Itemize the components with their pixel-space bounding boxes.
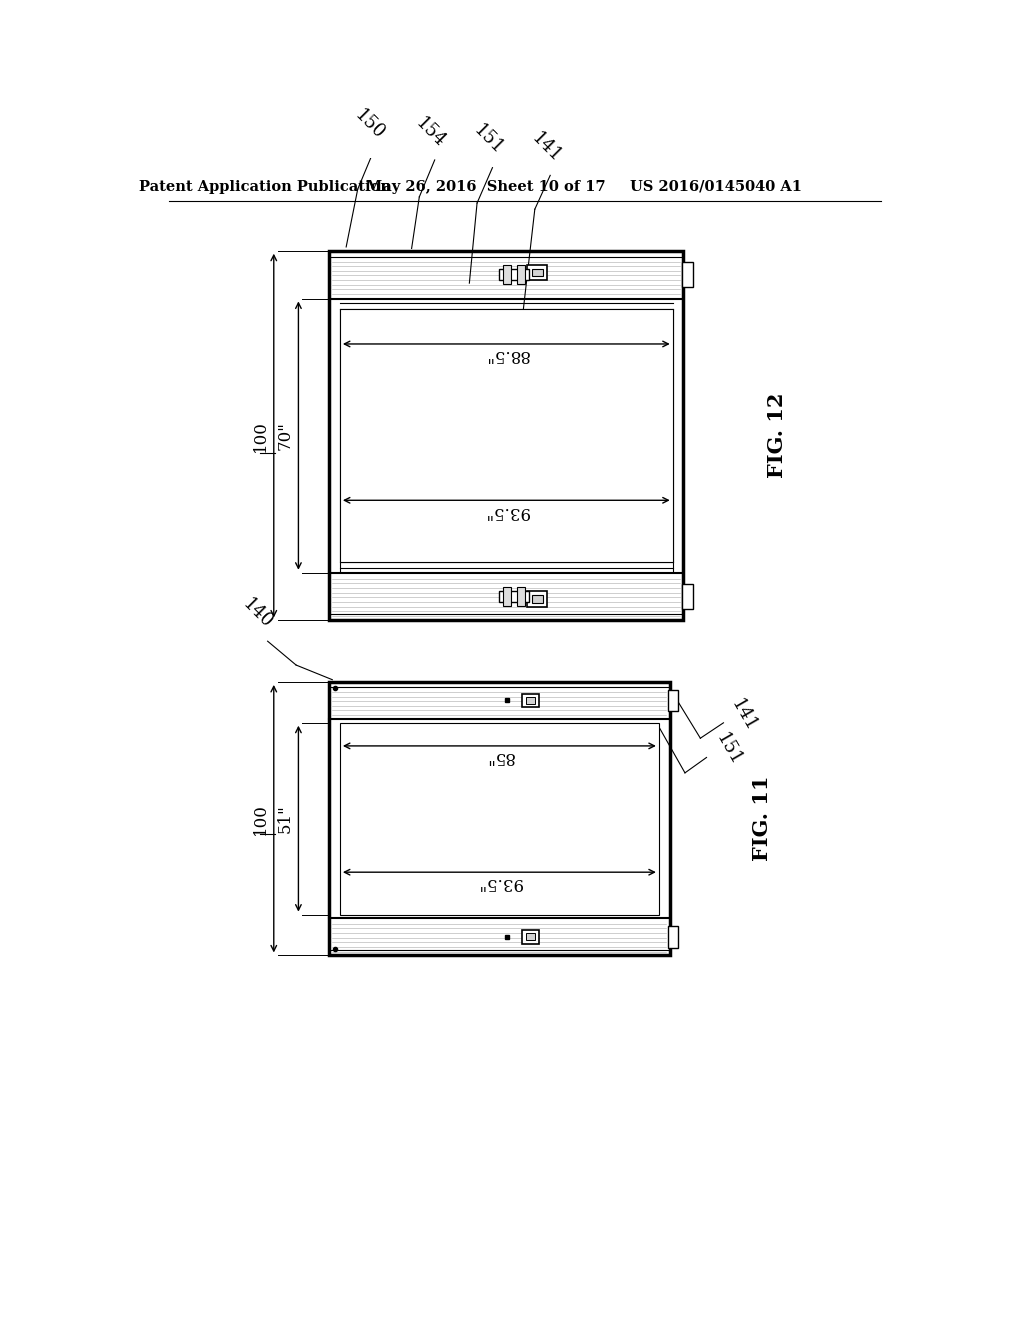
Bar: [521, 693, 539, 708]
Bar: [525, 697, 535, 704]
Text: 150: 150: [351, 106, 388, 143]
FancyBboxPatch shape: [527, 591, 547, 607]
Text: FIG. 11: FIG. 11: [752, 776, 772, 862]
Text: 141: 141: [727, 696, 760, 734]
Text: 151: 151: [712, 730, 744, 770]
Bar: [340, 723, 658, 915]
Bar: [668, 927, 678, 948]
Text: May 26, 2016  Sheet 10 of 17: May 26, 2016 Sheet 10 of 17: [367, 180, 606, 194]
Bar: [521, 929, 539, 944]
Text: 70": 70": [276, 421, 294, 450]
Bar: [525, 933, 535, 940]
Bar: [682, 263, 692, 286]
Text: 88.5": 88.5": [484, 346, 528, 363]
Bar: [682, 585, 692, 609]
Bar: [330, 682, 670, 956]
Bar: [330, 251, 683, 620]
Bar: [517, 587, 525, 606]
Text: 100: 100: [252, 420, 269, 451]
Bar: [499, 269, 529, 280]
Text: 93.5": 93.5": [477, 874, 521, 891]
Bar: [503, 265, 511, 284]
Text: Patent Application Publication: Patent Application Publication: [139, 180, 391, 194]
Bar: [531, 268, 543, 276]
Text: 51": 51": [276, 804, 294, 833]
Bar: [517, 265, 525, 284]
Text: 151: 151: [470, 121, 507, 158]
Text: 100: 100: [252, 803, 269, 834]
Bar: [499, 591, 529, 602]
Text: 85": 85": [485, 748, 514, 766]
Text: FIG. 12: FIG. 12: [767, 393, 787, 478]
Text: 154: 154: [413, 114, 450, 150]
Text: US 2016/0145040 A1: US 2016/0145040 A1: [630, 180, 802, 194]
Bar: [340, 309, 673, 562]
FancyBboxPatch shape: [527, 264, 547, 280]
Text: 140: 140: [239, 595, 276, 632]
Text: 93.5": 93.5": [484, 503, 528, 520]
Bar: [503, 587, 511, 606]
Text: 141: 141: [527, 129, 565, 166]
Bar: [668, 689, 678, 711]
Bar: [531, 595, 543, 603]
